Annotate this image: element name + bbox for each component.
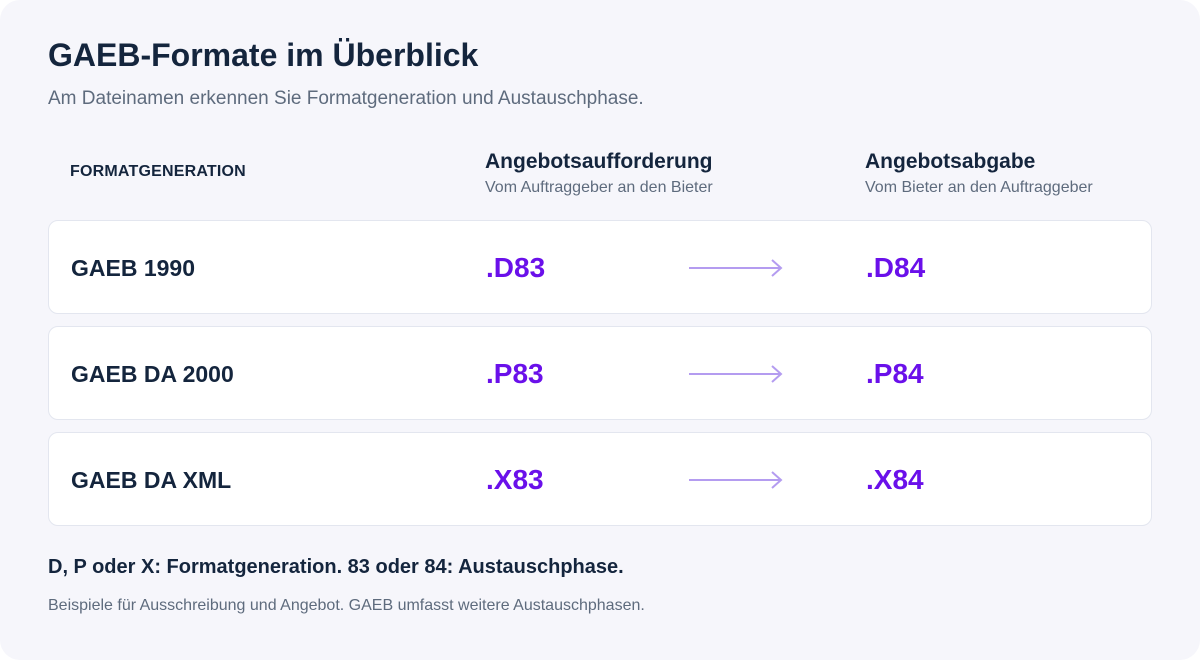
arrow-right-icon (689, 471, 783, 489)
column-header-request: Angebotsaufforderung Vom Auftraggeber an… (485, 149, 713, 198)
format-legend: D, P oder X: Formatgeneration. 83 oder 8… (48, 556, 624, 578)
column-heading-request: Angebotsaufforderung (485, 150, 713, 173)
format-row: GAEB 1990 .D83 .D84 (48, 220, 1152, 314)
column-header-generation: FORMATGENERATION (70, 163, 246, 180)
format-generation-label: GAEB 1990 (71, 255, 196, 281)
format-row: GAEB DA XML .X83 .X84 (48, 432, 1152, 526)
offer-extension: .X84 (866, 464, 924, 495)
column-subheading-offer: Vom Bieter an den Auftraggeber (865, 179, 1093, 196)
page-title: GAEB-Formate im Überblick (48, 37, 479, 73)
request-extension: .P83 (486, 358, 544, 389)
page-subtitle: Am Dateinamen erkennen Sie Formatgenerat… (48, 88, 644, 109)
column-subheading-request: Vom Auftraggeber an den Bieter (485, 179, 713, 196)
offer-extension: .D84 (866, 252, 926, 283)
request-extension: .D83 (486, 252, 546, 283)
footer-note: Beispiele für Ausschreibung und Angebot.… (48, 597, 645, 614)
column-heading-offer: Angebotsabgabe (865, 150, 1036, 173)
format-generation-label: GAEB DA XML (71, 467, 232, 493)
format-row: GAEB DA 2000 .P83 .P84 (48, 326, 1152, 420)
arrow-right-icon (689, 365, 783, 383)
column-header-offer: Angebotsabgabe Vom Bieter an den Auftrag… (865, 149, 1093, 198)
format-generation-label: GAEB DA 2000 (71, 361, 234, 387)
offer-extension: .P84 (866, 358, 924, 389)
arrow-right-icon (689, 259, 783, 277)
request-extension: .X83 (486, 464, 544, 495)
